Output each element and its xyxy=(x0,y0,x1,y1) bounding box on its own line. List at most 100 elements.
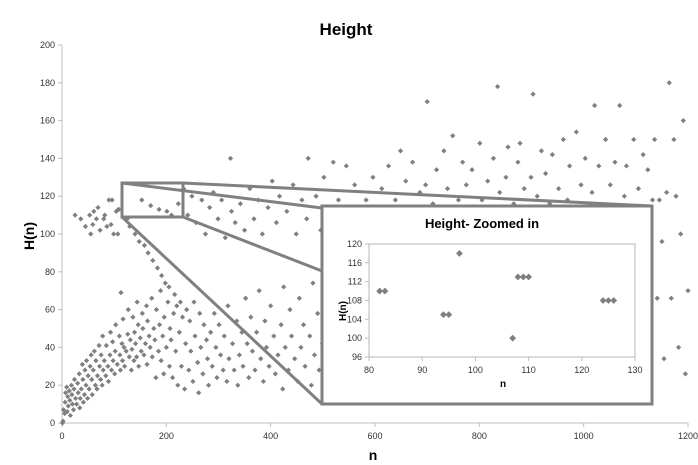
data-point xyxy=(652,136,658,143)
x-axis-label: n xyxy=(369,447,378,463)
data-point xyxy=(485,178,491,184)
data-point xyxy=(621,193,627,199)
y-tick-label: 20 xyxy=(45,380,55,390)
data-point xyxy=(158,358,164,364)
data-point xyxy=(64,384,70,390)
x-tick-label: 800 xyxy=(472,431,487,441)
data-point xyxy=(607,182,613,188)
data-point xyxy=(132,231,138,237)
data-point xyxy=(610,297,618,304)
data-point xyxy=(126,354,132,360)
data-point xyxy=(143,303,150,309)
data-point xyxy=(441,148,447,154)
data-point xyxy=(444,186,451,192)
data-point xyxy=(187,318,193,324)
data-point xyxy=(654,295,660,301)
data-point xyxy=(105,363,111,369)
data-point xyxy=(141,242,148,248)
data-point xyxy=(75,390,81,396)
data-point xyxy=(141,352,147,358)
data-point xyxy=(74,401,80,407)
data-point xyxy=(198,344,204,350)
data-point xyxy=(445,311,453,319)
data-point xyxy=(542,170,549,177)
x-tick-label: 130 xyxy=(627,365,642,375)
data-point xyxy=(161,371,167,377)
data-point xyxy=(100,367,106,373)
data-point xyxy=(191,299,197,305)
data-point xyxy=(376,287,384,295)
data-point xyxy=(236,352,242,358)
data-point xyxy=(596,163,602,169)
data-point xyxy=(229,341,236,347)
data-point xyxy=(379,186,385,192)
data-point xyxy=(530,91,536,97)
data-point xyxy=(84,395,91,402)
data-point xyxy=(139,310,145,316)
data-point xyxy=(259,231,265,237)
data-point xyxy=(90,367,96,373)
data-point xyxy=(166,284,172,290)
data-point xyxy=(78,216,84,222)
data-point xyxy=(65,393,71,400)
data-point xyxy=(72,212,78,218)
data-point xyxy=(280,386,286,392)
main-data-points xyxy=(59,80,691,426)
data-point xyxy=(161,314,167,320)
data-point xyxy=(87,363,93,369)
data-point xyxy=(343,163,349,169)
data-point xyxy=(243,295,249,301)
data-point xyxy=(497,189,503,196)
y-axis-label: H(n) xyxy=(21,222,37,250)
y-tick-label: 200 xyxy=(40,40,55,50)
data-point xyxy=(403,178,409,184)
inset-plot-area: 96 100 104 108 112 116 120 80 90 100 110 120 130 xyxy=(347,239,643,375)
data-point xyxy=(192,333,198,339)
y-tick-label: 120 xyxy=(347,239,362,249)
data-point xyxy=(76,371,82,377)
data-point xyxy=(78,386,84,392)
data-point xyxy=(90,221,96,228)
data-point xyxy=(224,378,230,385)
data-point xyxy=(167,325,173,332)
data-point xyxy=(156,206,162,213)
data-point xyxy=(246,375,252,381)
data-point xyxy=(287,307,293,313)
data-point xyxy=(149,354,155,360)
data-point xyxy=(113,322,119,328)
data-point xyxy=(199,197,205,203)
data-point xyxy=(171,310,177,316)
data-point xyxy=(582,155,588,161)
data-point xyxy=(241,227,248,233)
data-point xyxy=(578,182,584,188)
data-point xyxy=(251,216,257,222)
data-point xyxy=(108,221,114,228)
data-point xyxy=(173,348,179,354)
data-point xyxy=(60,418,66,424)
data-point xyxy=(201,322,207,328)
data-point xyxy=(102,212,108,218)
data-point xyxy=(142,341,149,347)
data-point xyxy=(304,216,310,222)
x-tick-label: 90 xyxy=(417,365,427,375)
data-point xyxy=(139,197,145,203)
data-point xyxy=(150,257,156,264)
data-point xyxy=(83,358,90,364)
data-point xyxy=(80,376,86,383)
data-point xyxy=(81,392,88,398)
x-tick-label: 200 xyxy=(159,431,174,441)
data-point xyxy=(69,401,76,407)
data-point xyxy=(244,341,250,347)
data-point xyxy=(125,331,131,337)
data-point xyxy=(285,367,292,373)
data-point xyxy=(66,388,72,394)
x-tick-label: 120 xyxy=(574,365,589,375)
data-point xyxy=(397,148,404,154)
data-point xyxy=(101,216,107,222)
data-point xyxy=(195,359,201,366)
data-point xyxy=(108,367,115,373)
data-point xyxy=(166,363,173,369)
data-point xyxy=(292,356,298,362)
data-point xyxy=(281,284,287,290)
y-tick-label: 108 xyxy=(347,296,362,306)
